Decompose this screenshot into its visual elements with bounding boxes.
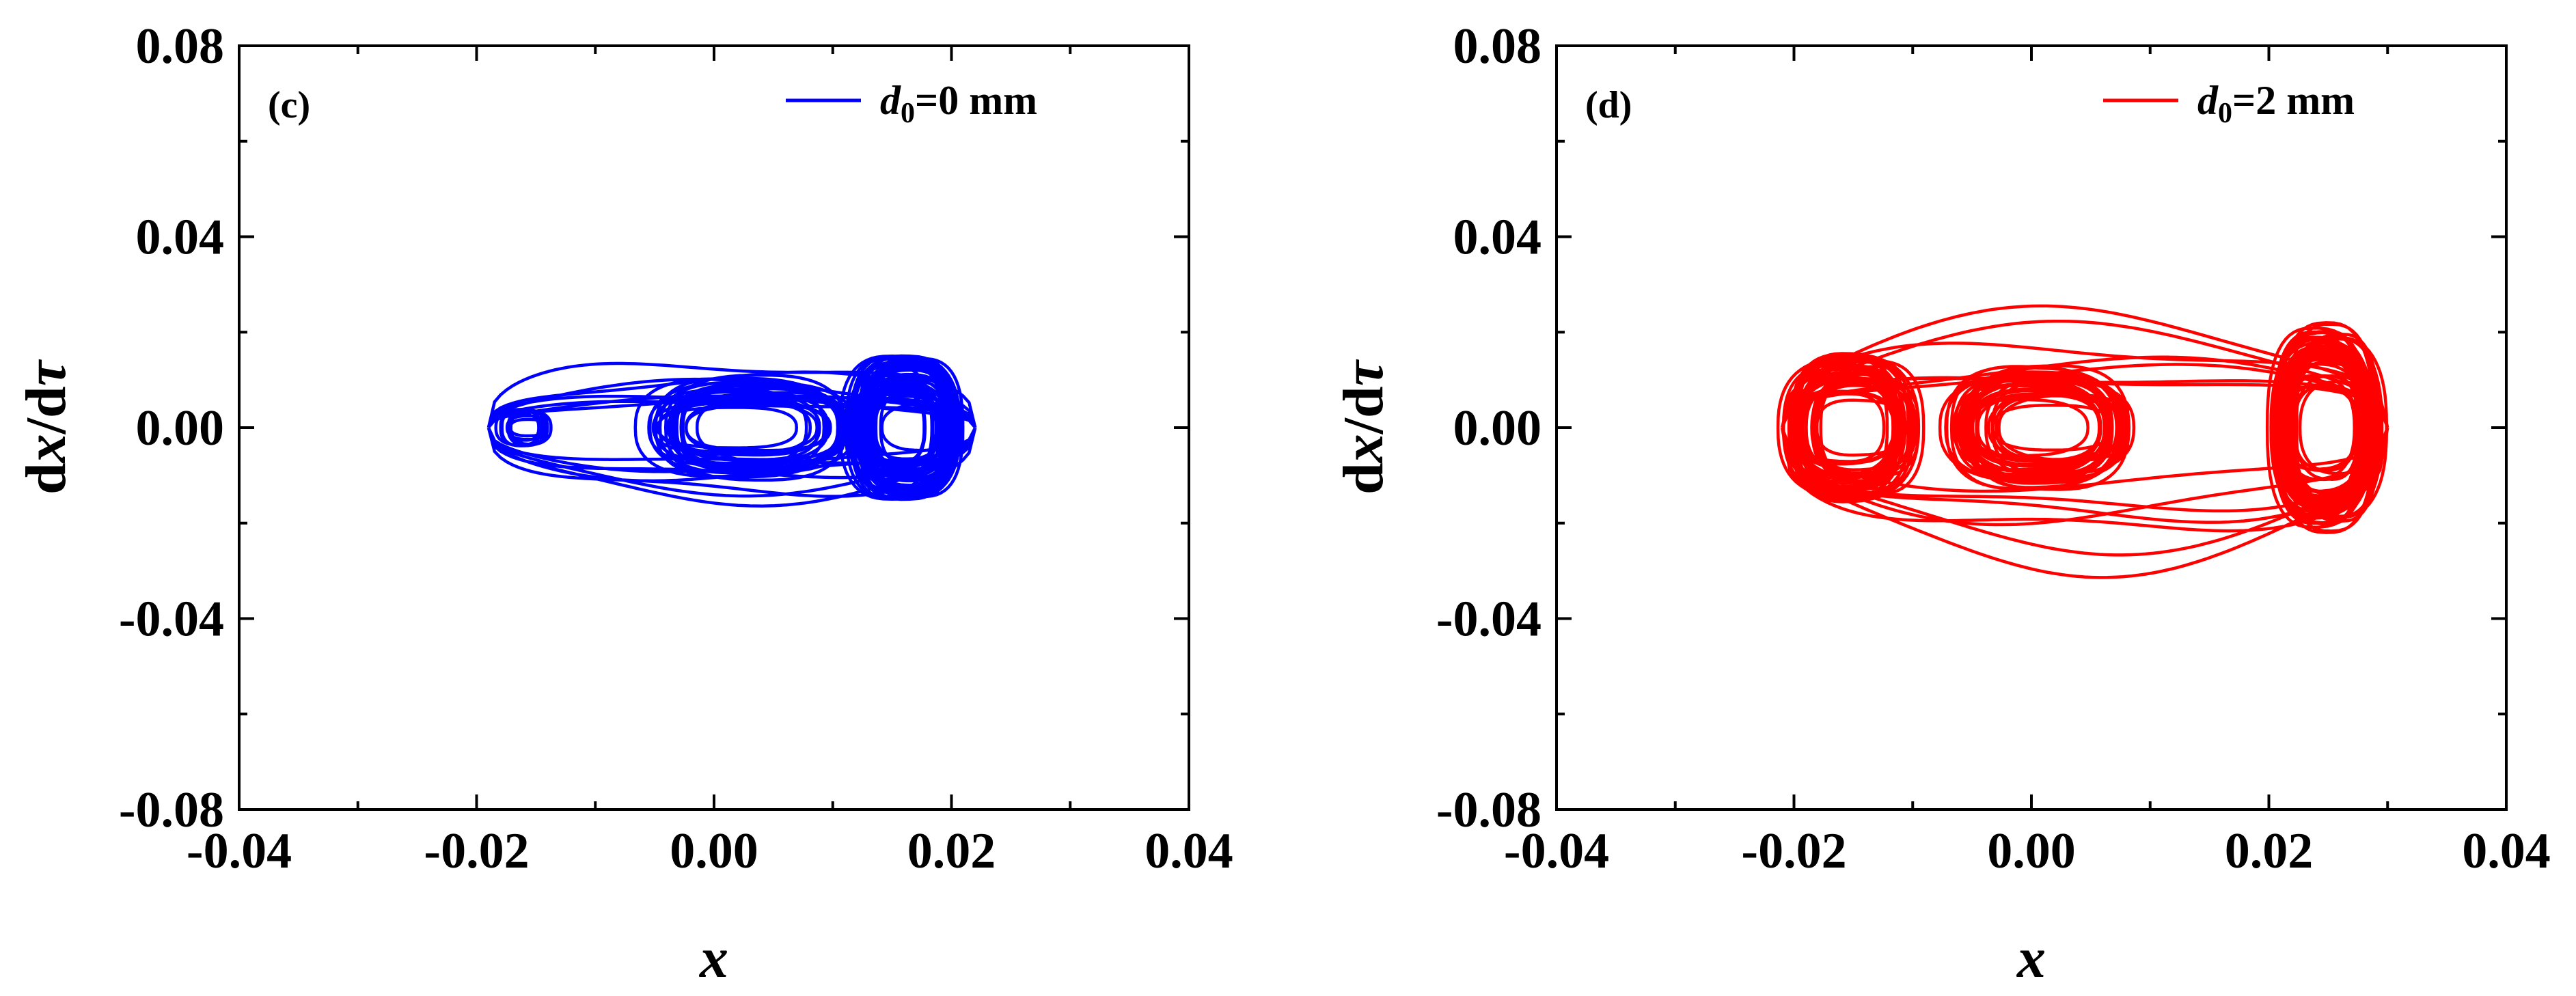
plot-frame — [238, 44, 1190, 811]
x-tick-label: -0.02 — [1741, 823, 1846, 879]
y-tick-label: 0.08 — [136, 18, 225, 74]
x-tick-label: -0.04 — [1504, 823, 1609, 879]
x-tick-label: -0.02 — [424, 823, 529, 879]
panel-label: (c) — [268, 84, 310, 126]
orbit-transitions — [487, 361, 977, 508]
y-tick-label: 0.00 — [1453, 400, 1542, 456]
orbit-loops-well-1 — [1776, 352, 1926, 503]
orbit-loops-well-2 — [1938, 364, 2136, 491]
y-tick-label: 0.04 — [1453, 210, 1542, 266]
orbit-loops-well-3 — [2265, 321, 2389, 534]
plot-area — [1776, 304, 2389, 579]
plot-area — [487, 354, 977, 508]
orbit-transitions — [1780, 304, 2389, 579]
y-tick-label: 0.00 — [136, 400, 225, 456]
y-axis-title: dx/dτ — [1332, 359, 1395, 495]
x-tick-label: 0.04 — [2462, 823, 2551, 879]
orbit-loops-well-3 — [838, 354, 965, 501]
x-tick-label: -0.04 — [187, 823, 292, 879]
x-tick-label: 0.02 — [907, 823, 996, 879]
legend-label: d0=2 mm — [2197, 78, 2355, 129]
orbit-loops-well-2 — [633, 373, 858, 482]
y-tick-label: 0.08 — [1453, 18, 1542, 74]
panel-d: -0.04 -0.02 0.00 0.02 0.040.080.040.00-0.04-… — [1332, 18, 2551, 990]
y-tick-label: -0.04 — [119, 592, 224, 648]
y-tick-label: -0.08 — [119, 782, 224, 838]
y-tick-label: 0.04 — [136, 210, 225, 266]
x-tick-label: 0.02 — [2225, 823, 2314, 879]
legend-label: d0=0 mm — [880, 78, 1037, 129]
orbit-loops-well-1 — [494, 408, 553, 447]
y-tick-label: -0.08 — [1436, 782, 1542, 838]
x-axis-title: x — [698, 926, 728, 990]
y-axis-title: dx/dτ — [14, 359, 78, 495]
panel-label: (d) — [1585, 84, 1632, 126]
x-tick-label: 0.04 — [1145, 823, 1233, 879]
x-axis-title: x — [2016, 926, 2046, 990]
x-tick-label: 0.00 — [670, 823, 758, 879]
y-tick-label: -0.04 — [1436, 592, 1542, 648]
panel-c: -0.04 -0.02 0.00 0.02 0.040.080.040.00-0.04-… — [14, 18, 1233, 990]
x-tick-label: 0.00 — [1987, 823, 2076, 879]
